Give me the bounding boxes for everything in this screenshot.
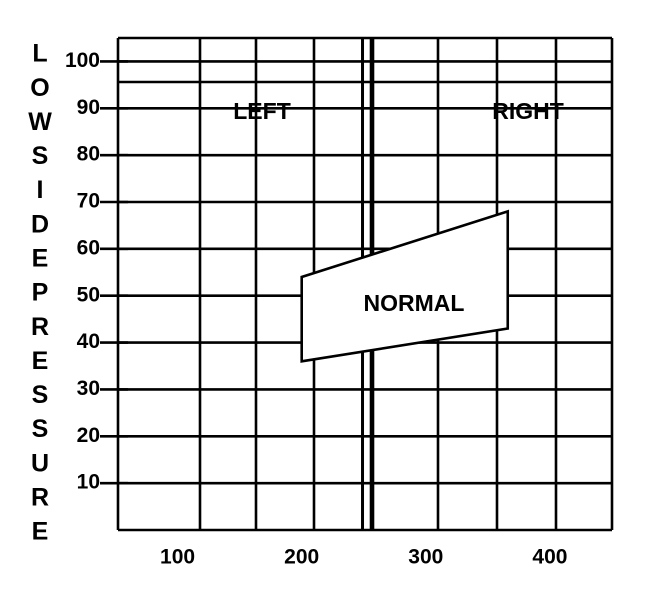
y-tick-label: 40 — [77, 330, 100, 353]
x-tick-label: 300 — [408, 546, 443, 569]
y-tick-label: 100 — [65, 49, 100, 72]
normal-band-area — [300, 209, 510, 363]
y-axis-label-letter: S — [32, 415, 49, 443]
y-axis-label-letter: E — [32, 347, 49, 375]
y-axis-label-letter: E — [32, 518, 49, 546]
y-axis-label-letter: E — [32, 244, 49, 272]
y-axis-label-letter: R — [31, 313, 49, 341]
x-tick-label: 400 — [532, 546, 567, 569]
y-tick-label: 10 — [77, 471, 100, 494]
y-tick-label: 70 — [77, 190, 100, 213]
y-axis-ticks: 10 20 30 40 50 60 70 80 90 100 — [65, 49, 128, 494]
y-axis-label-letter: D — [31, 210, 49, 238]
y-axis-label-letter: P — [32, 279, 49, 307]
region-label-normal: NORMAL — [364, 290, 465, 316]
y-axis-label-letter: L — [32, 40, 47, 68]
y-axis-label-letter: O — [30, 74, 49, 102]
region-label-left: LEFT — [233, 98, 291, 124]
normal-band — [300, 209, 510, 363]
y-tick-label: 60 — [77, 236, 100, 259]
x-axis-ticks: 100 200 300 400 — [160, 546, 567, 569]
y-axis-label-letter: R — [31, 483, 49, 511]
y-tick-label: 20 — [77, 424, 100, 447]
region-labels: LEFT RIGHT NORMAL — [233, 98, 564, 316]
y-axis-label-letter: I — [37, 176, 44, 204]
y-axis-label-letter: W — [28, 108, 52, 136]
x-tick-label: 100 — [160, 546, 195, 569]
y-tick-label: 80 — [77, 143, 100, 166]
y-tick-label: 50 — [77, 283, 100, 306]
y-tick-label: 30 — [77, 377, 100, 400]
y-axis-label-letter: S — [32, 381, 49, 409]
y-axis-label-letter: U — [31, 449, 49, 477]
y-axis-label-letter: S — [32, 142, 49, 170]
y-tick-label: 90 — [77, 96, 100, 119]
x-tick-label: 200 — [284, 546, 319, 569]
region-label-right: RIGHT — [492, 98, 564, 124]
